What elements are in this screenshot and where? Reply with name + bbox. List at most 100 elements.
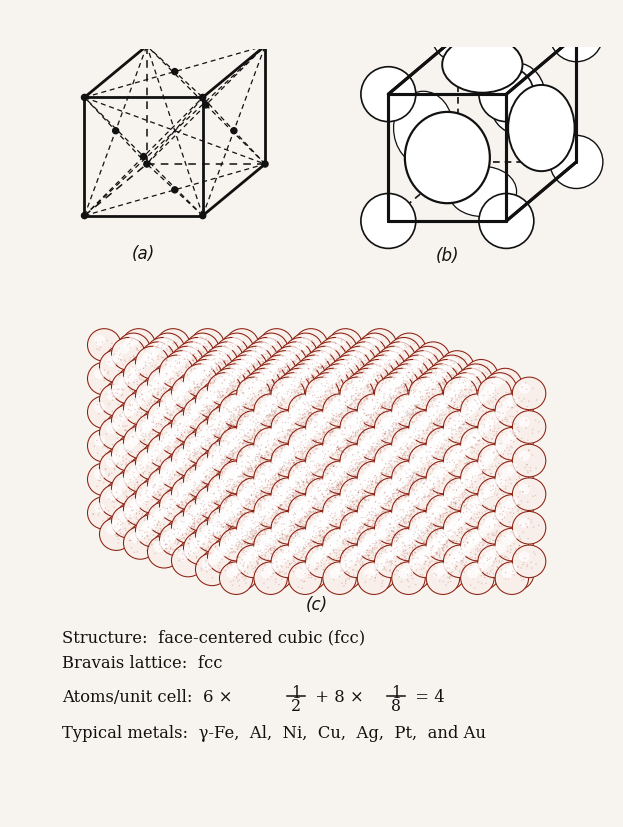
Circle shape (378, 410, 412, 442)
Circle shape (236, 433, 237, 434)
Circle shape (325, 423, 326, 425)
Circle shape (176, 342, 178, 343)
Circle shape (417, 509, 419, 510)
Circle shape (259, 528, 260, 529)
Circle shape (193, 527, 226, 559)
Circle shape (419, 536, 453, 569)
Circle shape (198, 428, 200, 429)
Circle shape (287, 532, 320, 565)
Circle shape (278, 423, 289, 434)
Circle shape (426, 375, 437, 385)
Circle shape (260, 523, 261, 525)
Circle shape (98, 413, 100, 414)
Circle shape (401, 518, 403, 519)
Circle shape (270, 548, 303, 581)
Circle shape (227, 406, 237, 417)
Circle shape (154, 491, 155, 493)
Circle shape (371, 425, 372, 427)
Circle shape (500, 457, 534, 490)
Circle shape (247, 402, 280, 434)
Circle shape (464, 421, 466, 422)
Circle shape (140, 430, 141, 432)
Circle shape (412, 390, 424, 401)
Circle shape (307, 370, 308, 371)
Circle shape (423, 502, 457, 534)
Circle shape (302, 471, 303, 472)
Circle shape (464, 505, 465, 507)
Circle shape (455, 477, 456, 478)
Circle shape (416, 375, 450, 408)
Circle shape (488, 537, 489, 538)
Circle shape (526, 389, 528, 390)
Circle shape (159, 481, 160, 483)
Circle shape (125, 491, 127, 492)
Circle shape (214, 465, 216, 466)
Circle shape (399, 531, 401, 533)
Circle shape (341, 339, 343, 341)
Circle shape (347, 417, 348, 418)
Circle shape (290, 417, 291, 418)
Circle shape (394, 511, 405, 522)
Circle shape (239, 380, 272, 413)
Circle shape (350, 391, 351, 393)
Circle shape (223, 486, 224, 488)
Circle shape (189, 528, 222, 560)
Circle shape (453, 408, 454, 409)
Circle shape (145, 441, 146, 442)
Circle shape (321, 465, 354, 497)
Circle shape (431, 537, 432, 538)
Circle shape (426, 520, 428, 522)
Circle shape (199, 409, 200, 411)
Circle shape (331, 534, 332, 536)
Circle shape (159, 533, 161, 534)
Circle shape (200, 526, 202, 528)
Circle shape (264, 498, 265, 500)
Circle shape (119, 415, 120, 416)
Circle shape (145, 365, 146, 366)
Circle shape (100, 451, 133, 483)
Circle shape (352, 413, 354, 414)
Circle shape (254, 490, 255, 492)
Circle shape (301, 475, 302, 476)
Circle shape (303, 502, 304, 504)
Circle shape (231, 421, 233, 422)
Circle shape (353, 400, 354, 401)
Circle shape (435, 355, 468, 388)
Circle shape (368, 347, 370, 349)
Circle shape (515, 405, 516, 407)
Circle shape (186, 559, 187, 561)
Circle shape (109, 459, 110, 460)
Circle shape (244, 543, 245, 544)
Circle shape (199, 448, 200, 450)
Circle shape (221, 348, 222, 350)
Circle shape (396, 537, 398, 538)
Circle shape (156, 470, 157, 471)
Circle shape (389, 569, 391, 571)
Circle shape (379, 420, 391, 431)
Circle shape (170, 389, 172, 390)
Circle shape (251, 408, 252, 409)
Circle shape (370, 444, 371, 446)
Circle shape (415, 398, 416, 399)
Circle shape (380, 514, 381, 516)
Circle shape (265, 405, 267, 407)
Circle shape (422, 370, 423, 371)
Circle shape (409, 492, 420, 503)
Circle shape (345, 468, 346, 470)
Circle shape (404, 344, 406, 346)
Circle shape (359, 561, 361, 562)
Circle shape (450, 571, 452, 573)
Circle shape (450, 383, 461, 394)
Circle shape (272, 557, 273, 558)
Circle shape (270, 380, 303, 414)
Circle shape (219, 415, 221, 417)
Circle shape (146, 390, 147, 392)
Circle shape (216, 485, 217, 487)
Circle shape (265, 536, 267, 537)
Circle shape (396, 540, 397, 542)
Circle shape (158, 375, 159, 377)
Circle shape (399, 507, 410, 518)
Circle shape (404, 494, 405, 495)
Circle shape (328, 389, 329, 390)
Circle shape (250, 404, 252, 406)
